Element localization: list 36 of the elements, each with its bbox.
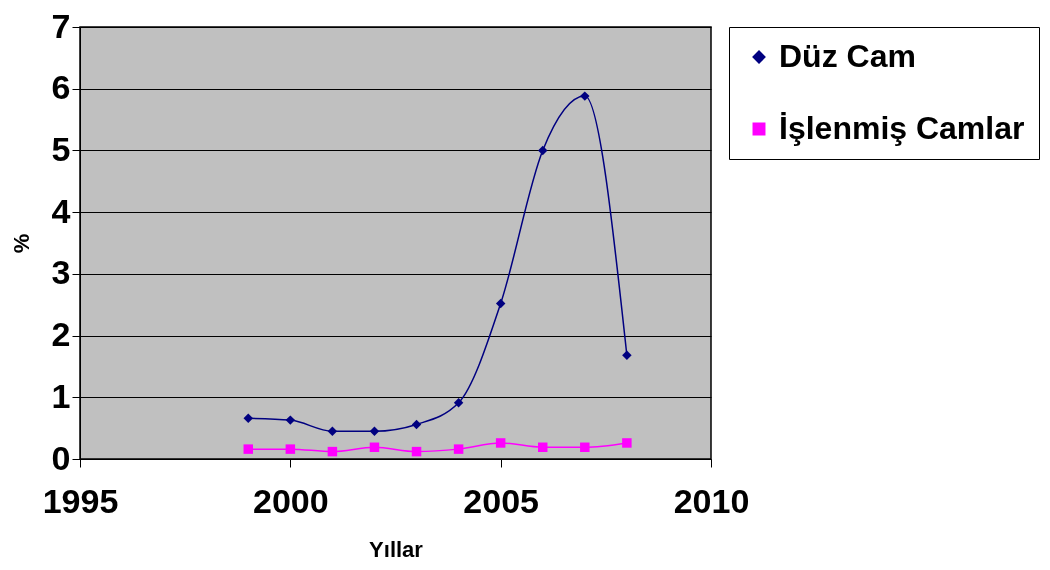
y-axis-title: % <box>8 233 34 254</box>
point <box>369 442 380 453</box>
point <box>369 426 380 436</box>
y-tick-label: 2 <box>51 315 71 354</box>
y-tick-label: 6 <box>51 68 71 107</box>
point <box>537 145 548 156</box>
point <box>411 419 422 430</box>
point <box>453 444 464 454</box>
y-tick-label: 0 <box>51 438 71 477</box>
y-tick-label: 5 <box>51 129 71 168</box>
point <box>622 438 632 448</box>
x-tick-label: 1995 <box>42 481 119 520</box>
point <box>285 415 296 425</box>
y-tick-label: 4 <box>51 191 71 230</box>
x-axis-title: Yıllar <box>369 536 424 562</box>
y-tick-label: 3 <box>51 253 71 292</box>
point <box>411 446 422 457</box>
x-tick-label: 2005 <box>463 481 539 520</box>
point <box>243 413 254 424</box>
legend-label: Düz Cam <box>779 38 916 74</box>
x-tick-label: 2010 <box>673 481 750 520</box>
point <box>580 442 590 453</box>
point <box>243 444 254 454</box>
point <box>453 398 464 408</box>
point <box>537 442 548 453</box>
x-tick-label: 2000 <box>253 481 329 520</box>
legend-label: İşlenmiş Camlar <box>779 110 1025 146</box>
y-tick-label: 1 <box>51 376 71 415</box>
point <box>285 444 296 454</box>
point <box>327 446 338 457</box>
point <box>495 438 506 448</box>
point <box>622 350 632 361</box>
y-tick-label: 7 <box>51 6 71 45</box>
point <box>580 91 590 101</box>
point <box>327 426 338 436</box>
point <box>495 298 506 309</box>
